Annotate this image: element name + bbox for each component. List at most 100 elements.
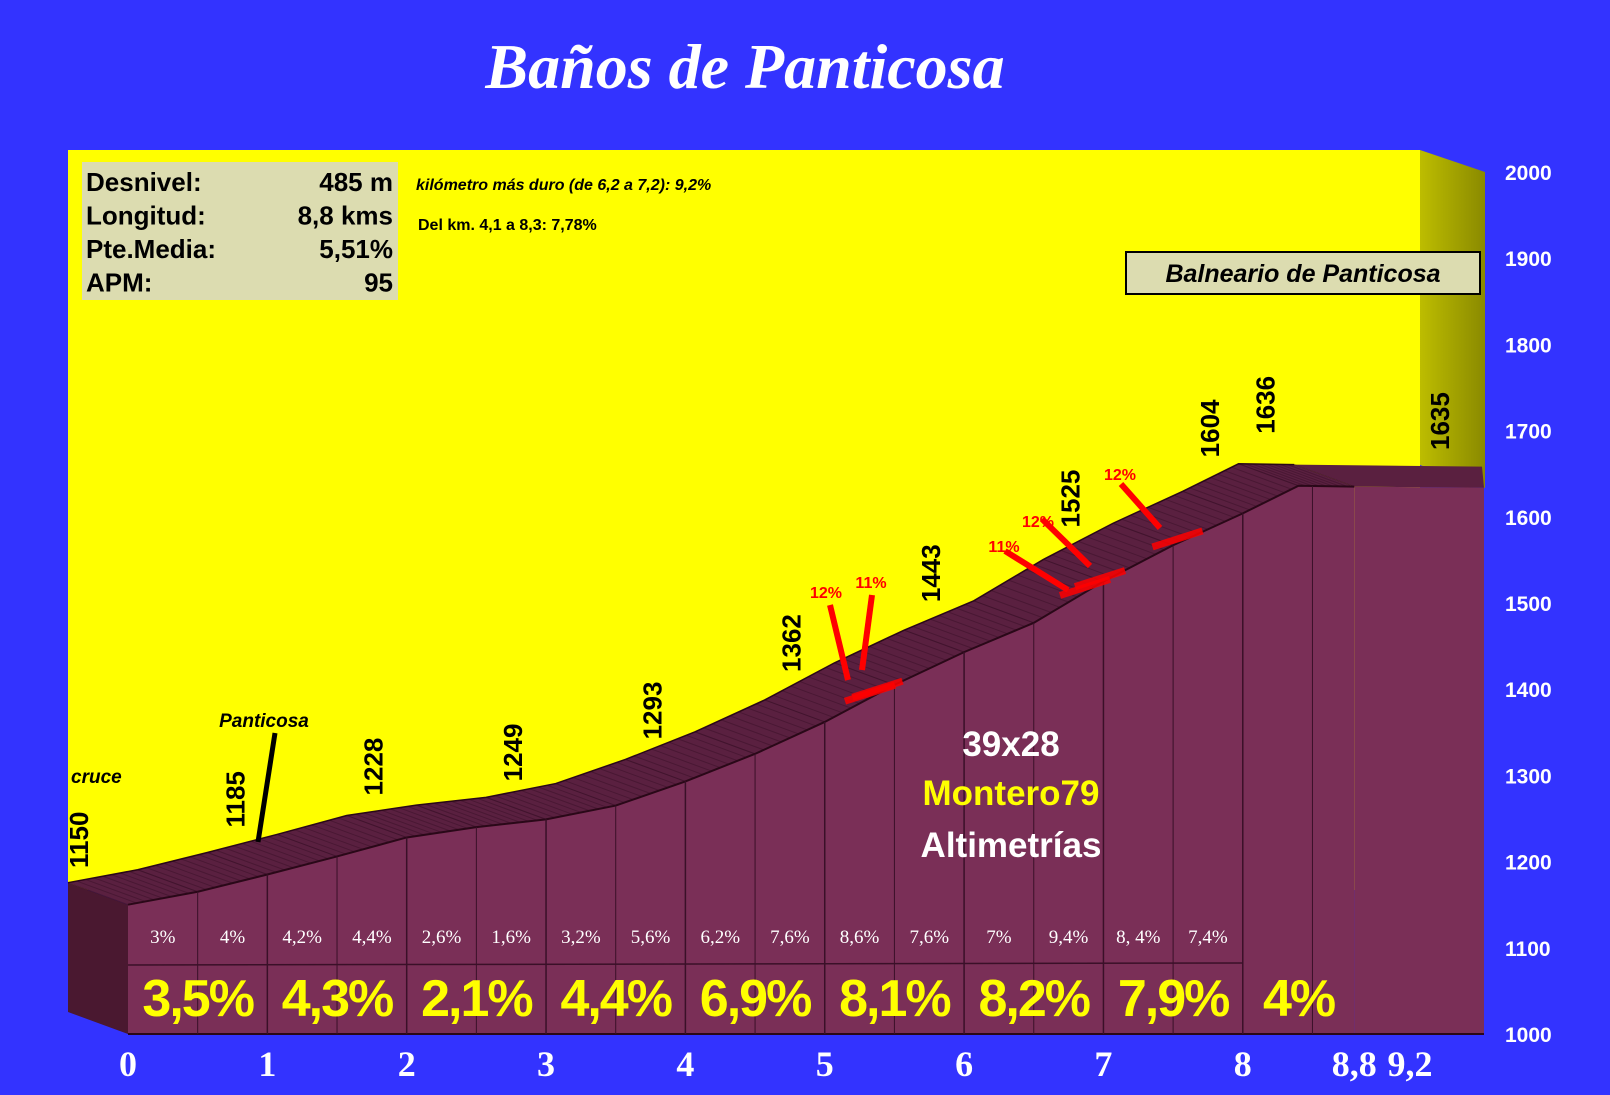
profile-hatch-line bbox=[790, 685, 852, 709]
profile-hatch-line bbox=[1173, 494, 1235, 518]
profile-hatch-line bbox=[1231, 466, 1292, 490]
profile-hatch-line bbox=[503, 793, 564, 817]
steep-ramp-pointer bbox=[827, 604, 851, 681]
profile-hatch-line bbox=[538, 786, 599, 810]
stat-label: Pte.Media: bbox=[86, 234, 216, 264]
profile-hatch-line bbox=[424, 803, 486, 827]
profile-hatch-line bbox=[163, 862, 224, 886]
profile-hatch-line bbox=[1294, 464, 1355, 488]
profile-hatch-line bbox=[363, 812, 425, 836]
profile-hatch-line bbox=[921, 622, 982, 646]
profile-hatch-line bbox=[747, 707, 808, 731]
profile-hatch-line bbox=[381, 809, 442, 833]
profile-hatch-line bbox=[555, 783, 616, 807]
profile-hatch-line bbox=[668, 741, 730, 765]
profile-hatch-line bbox=[825, 667, 886, 690]
profile-hatch-line bbox=[215, 849, 277, 873]
half-km-gradient-label: 7,6% bbox=[909, 927, 949, 948]
profile-hatch-line bbox=[703, 727, 764, 751]
y-tick-label: 1100 bbox=[1505, 938, 1551, 961]
km-gradient-label: 8,2% bbox=[978, 970, 1089, 1028]
profile-hatch-line bbox=[1069, 545, 1130, 569]
profile-hatch-line bbox=[93, 877, 155, 901]
x-tick-label: 8 bbox=[1234, 1044, 1252, 1084]
profile-hatch-line bbox=[67, 882, 129, 906]
half-km-gradient-label: 1,6% bbox=[491, 927, 531, 948]
steep-ramp-zone bbox=[1058, 576, 1112, 599]
profile-hatch-line bbox=[999, 584, 1061, 608]
profile-hatch-line bbox=[729, 715, 791, 739]
x-tick-label: 6 bbox=[955, 1044, 973, 1084]
profile-hatch-line bbox=[599, 768, 660, 791]
profile-hatch-line bbox=[616, 761, 677, 785]
profile-hatch-line bbox=[982, 595, 1043, 619]
profile-hatch-line bbox=[268, 836, 329, 860]
profile-hatch-line bbox=[755, 703, 817, 727]
altitude-label: 1525 bbox=[1055, 470, 1085, 528]
hardest-km-note: kilómetro más duro (de 6,2 a 7,2): 9,2% bbox=[416, 177, 711, 194]
x-tick-label: 7 bbox=[1094, 1044, 1112, 1084]
profile-hatch-line bbox=[320, 822, 381, 846]
profile-hatch-line bbox=[1238, 463, 1299, 487]
profile-side-summit bbox=[1354, 486, 1484, 1034]
profile-hatch-line bbox=[120, 872, 181, 896]
profile-hatch-line bbox=[581, 774, 643, 797]
profile-hatch-line bbox=[137, 869, 198, 893]
profile-hatch-line bbox=[1203, 480, 1264, 504]
altitude-label: 1636 bbox=[1251, 376, 1281, 434]
profile-hatch-line bbox=[1196, 483, 1257, 507]
profile-hatch-line bbox=[781, 690, 843, 714]
y-tick-label: 1600 bbox=[1505, 507, 1552, 530]
km-dividers bbox=[127, 485, 1313, 1034]
profile-hatch-line bbox=[607, 764, 669, 788]
y-tick-label: 1400 bbox=[1505, 679, 1552, 702]
steep-ramp-pointer bbox=[1118, 482, 1163, 530]
profile-hatch-line bbox=[1280, 463, 1341, 487]
x-axis: 0 1 2 3 4 5 6 7 8 8,8 9,2 bbox=[119, 1044, 1433, 1084]
section-note: Del km. 4,1 a 8,3: 7,78% bbox=[418, 217, 597, 234]
profile-hatch-line bbox=[520, 789, 582, 813]
profile-hatch-line bbox=[294, 829, 355, 853]
place-label-cruce: cruce bbox=[71, 767, 122, 788]
half-km-gradient-label: 7,6% bbox=[770, 927, 810, 948]
profile-hatch-line bbox=[912, 626, 973, 649]
profile-hatch-line bbox=[1224, 470, 1285, 494]
x-tick-label: 1 bbox=[258, 1044, 276, 1084]
chart-title: Baños de Panticosa bbox=[484, 31, 1004, 102]
profile-hatch-line bbox=[468, 798, 529, 822]
altitude-label: 1443 bbox=[916, 544, 946, 602]
profile-hatch-line bbox=[346, 814, 407, 838]
profile-hatch-line bbox=[712, 723, 773, 747]
profile-hatch-line bbox=[1086, 536, 1148, 560]
x-tick-label: 2 bbox=[398, 1044, 416, 1084]
profile-hatch-line bbox=[1210, 477, 1271, 501]
credit-author: Montero79 bbox=[923, 774, 1100, 813]
summit-label-text: Balneario de Panticosa bbox=[1165, 260, 1440, 288]
half-km-gradient-label: 5,6% bbox=[631, 927, 671, 948]
profile-hatch-line bbox=[433, 802, 494, 826]
profile-top-face bbox=[68, 463, 1355, 905]
profile-hatch-line bbox=[1245, 463, 1306, 487]
steep-ramp-label: 12% bbox=[810, 585, 842, 602]
summit-label: Balneario de Panticosa bbox=[1125, 251, 1481, 295]
x-tick-label: 8,8 bbox=[1332, 1044, 1377, 1084]
km-gradient-label: 4% bbox=[1263, 970, 1335, 1028]
altitude-label: 1185 bbox=[220, 771, 250, 827]
profile-hatch-line bbox=[1259, 463, 1320, 487]
km-gradient-label: 2,1% bbox=[421, 970, 532, 1028]
profile-hatch-line bbox=[390, 808, 451, 832]
km-gradient-label: 3,5% bbox=[142, 970, 253, 1028]
y-tick-label: 1800 bbox=[1505, 334, 1552, 357]
profile-hatch-line bbox=[1095, 531, 1156, 555]
profile-hatch-line bbox=[529, 788, 590, 812]
altitude-label: 1293 bbox=[637, 682, 667, 740]
y-tick-label: 1500 bbox=[1505, 593, 1552, 616]
profile-hatch-line bbox=[1008, 579, 1069, 603]
profile-hatch-line bbox=[233, 845, 294, 869]
stat-value: 8,8 kms bbox=[298, 201, 393, 231]
profile-hatch-line bbox=[494, 795, 555, 819]
profile-hatch-line bbox=[625, 758, 686, 782]
profile-layer bbox=[67, 463, 1484, 1035]
profile-hatch-line bbox=[651, 748, 712, 772]
x-tick-label: 3 bbox=[537, 1044, 555, 1084]
